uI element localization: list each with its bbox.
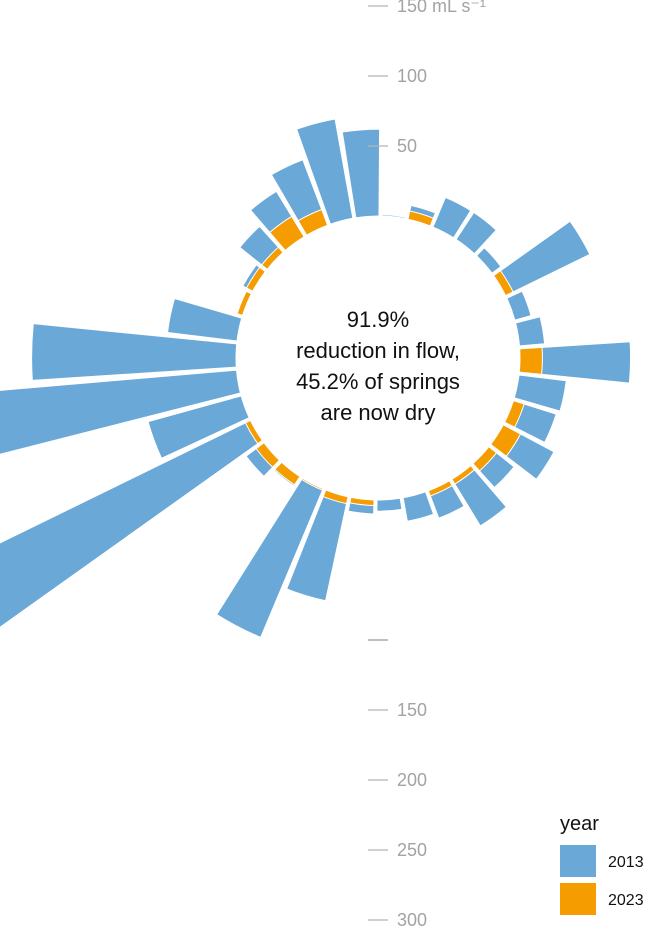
legend-swatch-2013: [560, 845, 596, 877]
bar-2023-32: [297, 208, 329, 236]
center-annotation: 91.9% reduction in flow, 45.2% of spring…: [296, 307, 460, 425]
center-line-3: 45.2% of springs: [296, 369, 460, 394]
upper-tick-label-2: 50: [397, 136, 417, 156]
bars-group: [0, 118, 632, 639]
bar-2013-3: [432, 196, 472, 239]
bar-2013-23: [0, 419, 264, 628]
legend-label-2013: 2013: [608, 854, 644, 871]
center-line-1: 91.9%: [347, 307, 409, 332]
bar-2023-21: [274, 461, 301, 486]
bar-2023-23: [244, 419, 264, 445]
bar-2023-20: [300, 477, 324, 491]
legend-swatch-2023: [560, 883, 596, 915]
bar-2023-12: [490, 424, 522, 457]
bar-2013-16: [402, 491, 435, 522]
bar-2013-1: [381, 214, 406, 220]
bar-2013-5: [475, 247, 502, 274]
bar-2013-7: [506, 290, 532, 321]
bar-2023-13: [472, 446, 498, 472]
bar-2013-8: [515, 316, 546, 347]
legend: year 2013 2023: [560, 813, 644, 915]
legend-label-2023: 2023: [608, 892, 644, 909]
bar-2013-34: [341, 128, 381, 219]
bar-2013-24: [147, 395, 250, 460]
bar-2023-2: [407, 210, 434, 227]
bar-2013-25: [0, 369, 241, 455]
bar-2013-17: [376, 497, 403, 512]
bar-2023-11: [503, 400, 525, 428]
bar-2023-6: [492, 270, 514, 297]
bar-2023-15: [427, 480, 453, 497]
lower-tick-label-4: 300: [397, 910, 427, 930]
lower-tick-label-2: 200: [397, 770, 427, 790]
upper-axis-ticks: 150 mL s⁻¹ 100 50: [368, 0, 486, 156]
bar-2013-33: [296, 118, 354, 225]
bar-2023-22: [255, 442, 281, 468]
lower-tick-label-3: 250: [397, 840, 427, 860]
lower-tick-label-1: 150: [397, 700, 427, 720]
bar-2023-30: [260, 246, 284, 270]
bar-2023-31: [269, 215, 305, 252]
legend-title: year: [560, 813, 599, 835]
upper-tick-label-0: 150 mL s⁻¹: [397, 0, 486, 16]
bar-2013-4: [455, 211, 497, 255]
bar-2013-10: [513, 374, 567, 412]
bar-2013-26: [31, 323, 238, 381]
bar-2023-29: [245, 266, 266, 292]
center-line-2: reduction in flow,: [296, 338, 460, 363]
bar-2023-9: [518, 346, 543, 375]
center-line-4: are now dry: [321, 400, 436, 425]
bar-2013-27: [166, 297, 243, 342]
bar-2023-19: [322, 489, 349, 505]
bar-2023-14: [451, 464, 476, 485]
lower-axis-ticks: 150 200 250 300: [368, 639, 427, 930]
upper-tick-label-1: 100: [397, 66, 427, 86]
bar-2023-28: [236, 290, 253, 316]
bar-2023-18: [349, 496, 375, 507]
